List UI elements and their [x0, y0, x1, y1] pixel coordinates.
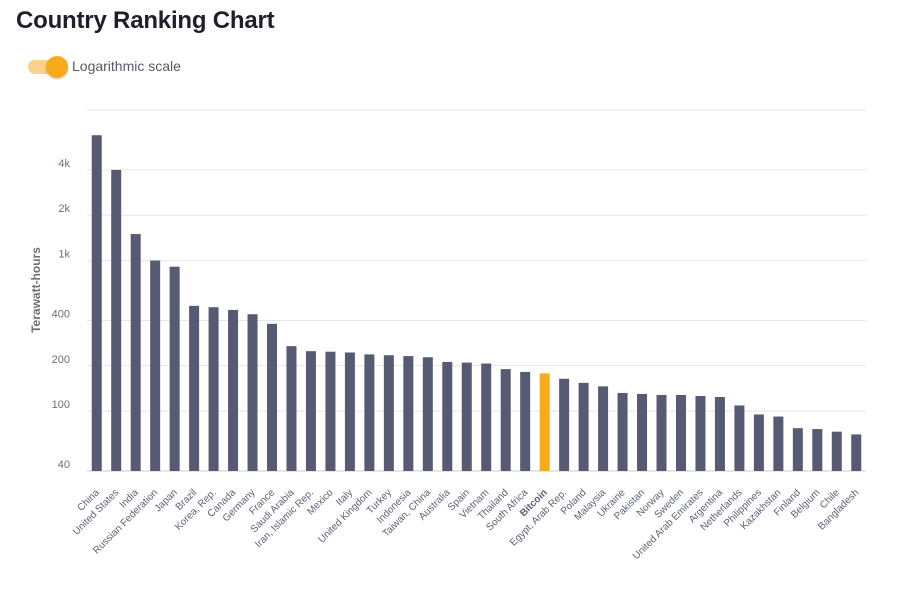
bar-turkey[interactable]	[383, 355, 394, 471]
bar-india[interactable]	[130, 234, 141, 471]
bar-south-africa[interactable]	[520, 371, 531, 471]
bar-saudi-arabia[interactable]	[286, 346, 297, 471]
page-title: Country Ranking Chart	[16, 7, 275, 34]
bar-australia[interactable]	[442, 361, 453, 471]
bar-taiwan-china[interactable]	[422, 357, 433, 471]
y-tick-label: 2k	[58, 203, 70, 215]
bar-france[interactable]	[267, 323, 278, 471]
bar-belgium[interactable]	[812, 429, 823, 471]
bar-brazil[interactable]	[189, 305, 200, 471]
grid-lines	[87, 109, 866, 472]
bar-mexico[interactable]	[325, 351, 336, 471]
bar-italy[interactable]	[344, 352, 355, 471]
bar-malaysia[interactable]	[598, 386, 609, 471]
bar-chile[interactable]	[831, 431, 842, 471]
y-tick-label: 1k	[58, 249, 70, 261]
log-scale-toggle[interactable]: Logarithmic scale	[28, 56, 181, 78]
bar-korea-rep[interactable]	[208, 307, 219, 471]
bar-pakistan[interactable]	[637, 393, 648, 471]
bar-canada[interactable]	[228, 309, 239, 471]
bar-united-arab-emirates[interactable]	[695, 395, 706, 471]
y-tick-label: 400	[52, 308, 70, 320]
bar-indonesia[interactable]	[403, 356, 414, 471]
bar-poland[interactable]	[578, 382, 589, 471]
bar-netherlands[interactable]	[734, 405, 745, 471]
toggle-label: Logarithmic scale	[72, 58, 181, 74]
y-tick-label: 4k	[58, 158, 70, 170]
bar-bitcoin[interactable]	[539, 373, 550, 471]
bar-argentina[interactable]	[714, 397, 725, 471]
y-axis-label: Terawatt-hours	[29, 247, 43, 333]
bar-germany[interactable]	[247, 314, 258, 471]
y-tick-label: 40	[58, 459, 70, 471]
x-tick-label: Japan	[153, 487, 180, 514]
bar-spain[interactable]	[461, 362, 472, 471]
bar-ukraine[interactable]	[617, 392, 628, 471]
bar-bangladesh[interactable]	[851, 434, 862, 471]
bar-united-states[interactable]	[111, 169, 122, 471]
bar-philippines[interactable]	[753, 414, 764, 471]
y-tick-label: 200	[52, 354, 70, 366]
bar-sweden[interactable]	[675, 394, 686, 471]
y-axis-ticks: 40 100 200 400 1k 2k 4k	[52, 158, 71, 471]
toggle-knob[interactable]	[46, 56, 68, 78]
bar-finland[interactable]	[792, 428, 803, 471]
bar-thailand[interactable]	[500, 369, 511, 471]
bar-china[interactable]	[91, 135, 102, 471]
bar-norway[interactable]	[656, 394, 667, 471]
bar-egypt-arab-rep[interactable]	[559, 378, 570, 471]
bar-united-kingdom[interactable]	[364, 354, 375, 471]
y-tick-label: 100	[52, 399, 70, 411]
bar-iran-islamic-rep[interactable]	[305, 351, 316, 471]
bar-japan[interactable]	[169, 266, 180, 471]
bar-vietnam[interactable]	[481, 363, 492, 471]
bar-russian-federation[interactable]	[150, 260, 161, 471]
bars	[91, 135, 862, 471]
bar-kazakhstan[interactable]	[773, 416, 784, 471]
